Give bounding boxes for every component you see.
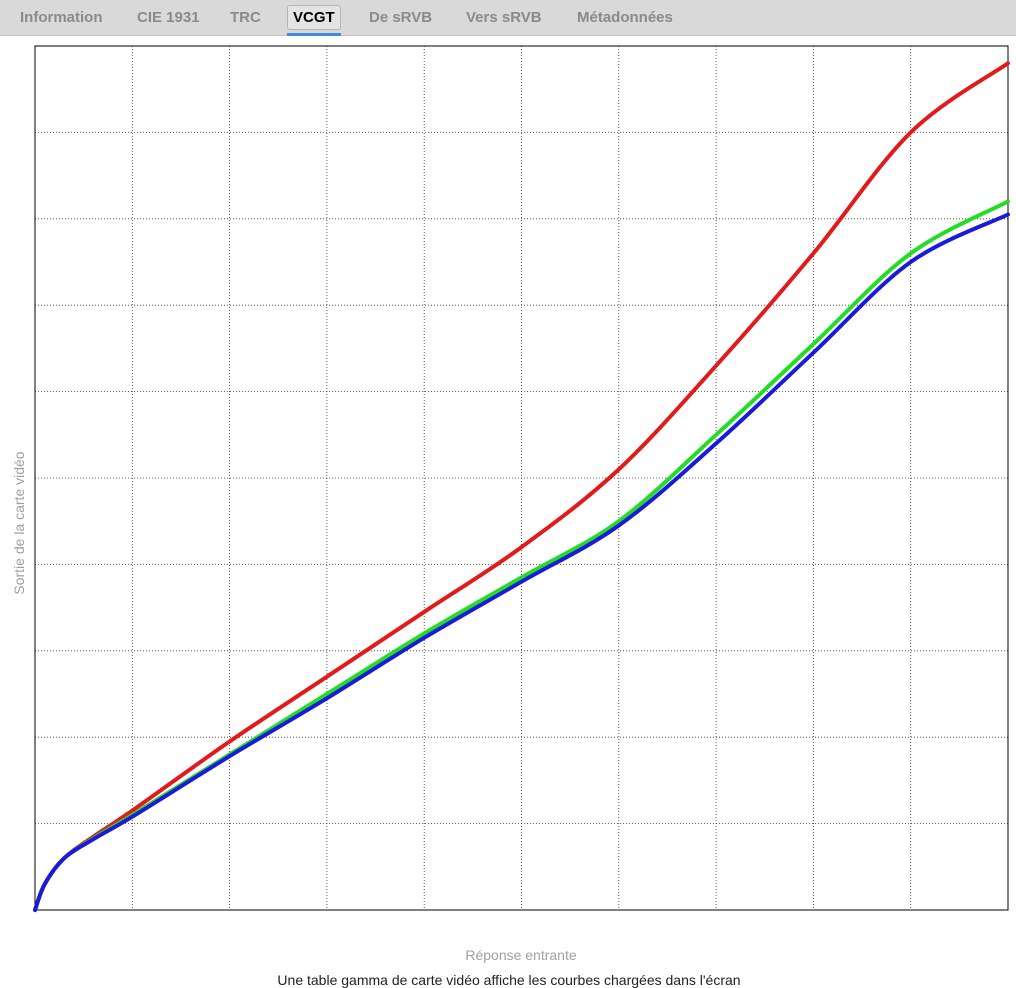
tab-label: CIE 1931 xyxy=(137,9,200,26)
tab-active-frame xyxy=(287,5,341,30)
vcgt-chart-panel: Sortie de la carte vidéo Réponse entrant… xyxy=(0,36,1016,988)
tab-de-srvb[interactable]: De sRVB xyxy=(369,0,432,36)
plot-frame xyxy=(34,45,1009,911)
tab-cie-1931[interactable]: CIE 1931 xyxy=(137,0,200,36)
y-axis-label: Sortie de la carte vidéo xyxy=(11,451,27,595)
chart-series xyxy=(33,61,1010,912)
tab-vcgt[interactable]: VCGT xyxy=(287,0,341,36)
tab-label: Information xyxy=(20,9,103,26)
tab-metadonnees[interactable]: Métadonnées xyxy=(577,0,673,36)
tab-label: De sRVB xyxy=(369,9,433,26)
chart-caption: Une table gamma de carte vidéo affiche l… xyxy=(277,972,741,988)
tab-label: Vers sRVB xyxy=(466,9,542,26)
tab-bar: Information CIE 1931 TRC VCGT De sRVB Ve… xyxy=(0,0,1016,36)
tab-information[interactable]: Information xyxy=(20,0,103,36)
tab-label: TRC xyxy=(230,9,261,26)
tab-label: VCGT xyxy=(293,9,335,26)
chart-grid xyxy=(35,46,1008,910)
x-axis-label: Réponse entrante xyxy=(465,947,577,963)
vcgt-chart xyxy=(33,45,1010,912)
tab-label: Métadonnées xyxy=(577,9,673,26)
series-line-blue xyxy=(33,212,1010,912)
tab-active-underline xyxy=(287,33,341,36)
tab-vers-srvb[interactable]: Vers sRVB xyxy=(466,0,542,36)
tab-trc[interactable]: TRC xyxy=(230,0,261,36)
